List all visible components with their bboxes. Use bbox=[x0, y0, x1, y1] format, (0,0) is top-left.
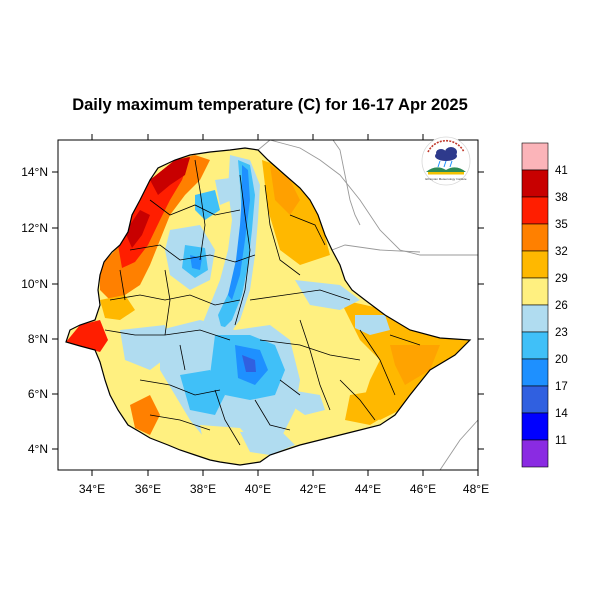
x-axis bbox=[91, 134, 479, 476]
x-tick-label: 46°E bbox=[410, 482, 436, 496]
colorbar-label: 17 bbox=[555, 381, 568, 393]
colorbar-label: 14 bbox=[555, 408, 568, 420]
ethiopia-border bbox=[65, 147, 472, 466]
y-tick-label: 8°N bbox=[28, 332, 48, 346]
colorbar-label: 23 bbox=[555, 327, 568, 339]
colorbar-label: 20 bbox=[555, 354, 568, 366]
colorbar-label: 11 bbox=[555, 435, 567, 447]
colorbar-label: 32 bbox=[555, 246, 568, 258]
colorbar: 41 38 35 32 29 26 23 20 17 14 11 bbox=[521, 142, 568, 468]
x-tick-label: 40°E bbox=[245, 482, 271, 496]
colorbar-swatch bbox=[521, 412, 549, 441]
logo-caption: Ethiopian Meteorology Institute bbox=[425, 177, 467, 181]
colorbar-swatch bbox=[521, 142, 549, 171]
colorbar-swatch bbox=[521, 439, 549, 468]
plot-frame bbox=[57, 139, 479, 471]
x-tick-label: 44°E bbox=[355, 482, 381, 496]
colorbar-swatch bbox=[521, 223, 549, 252]
y-tick-label: 6°N bbox=[28, 387, 48, 401]
y-tick-label: 10°N bbox=[21, 277, 48, 291]
cloud-rain-logo: Ethiopian Meteorology Institute bbox=[421, 136, 471, 186]
x-tick-label: 38°E bbox=[190, 482, 216, 496]
colorbar-swatch bbox=[521, 304, 549, 333]
x-tick-label: 34°E bbox=[79, 482, 105, 496]
y-tick-label: 4°N bbox=[28, 442, 48, 456]
colorbar-label: 41 bbox=[555, 165, 568, 177]
colorbar-swatch bbox=[521, 250, 549, 279]
y-tick-label: 12°N bbox=[21, 221, 48, 235]
colorbar-swatch bbox=[521, 196, 549, 225]
colorbar-label: 35 bbox=[555, 219, 568, 231]
admin-boundaries bbox=[104, 159, 421, 446]
chart-title: Daily maximum temperature (C) for 16-17 … bbox=[72, 96, 468, 114]
colorbar-swatch bbox=[521, 385, 549, 414]
y-axis bbox=[52, 171, 484, 450]
colorbar-label: 29 bbox=[555, 273, 568, 285]
y-tick-label: 14°N bbox=[21, 165, 48, 179]
colorbar-label: 26 bbox=[555, 300, 568, 312]
colorbar-swatch bbox=[521, 331, 549, 360]
colorbar-label: 38 bbox=[555, 192, 568, 204]
x-tick-label: 36°E bbox=[135, 482, 161, 496]
colorbar-swatch bbox=[521, 277, 549, 306]
colorbar-swatch bbox=[521, 358, 549, 387]
x-tick-label: 48°E bbox=[463, 482, 489, 496]
colorbar-swatch bbox=[521, 169, 549, 198]
x-tick-label: 42°E bbox=[300, 482, 326, 496]
neighbor-borders bbox=[257, 139, 479, 471]
